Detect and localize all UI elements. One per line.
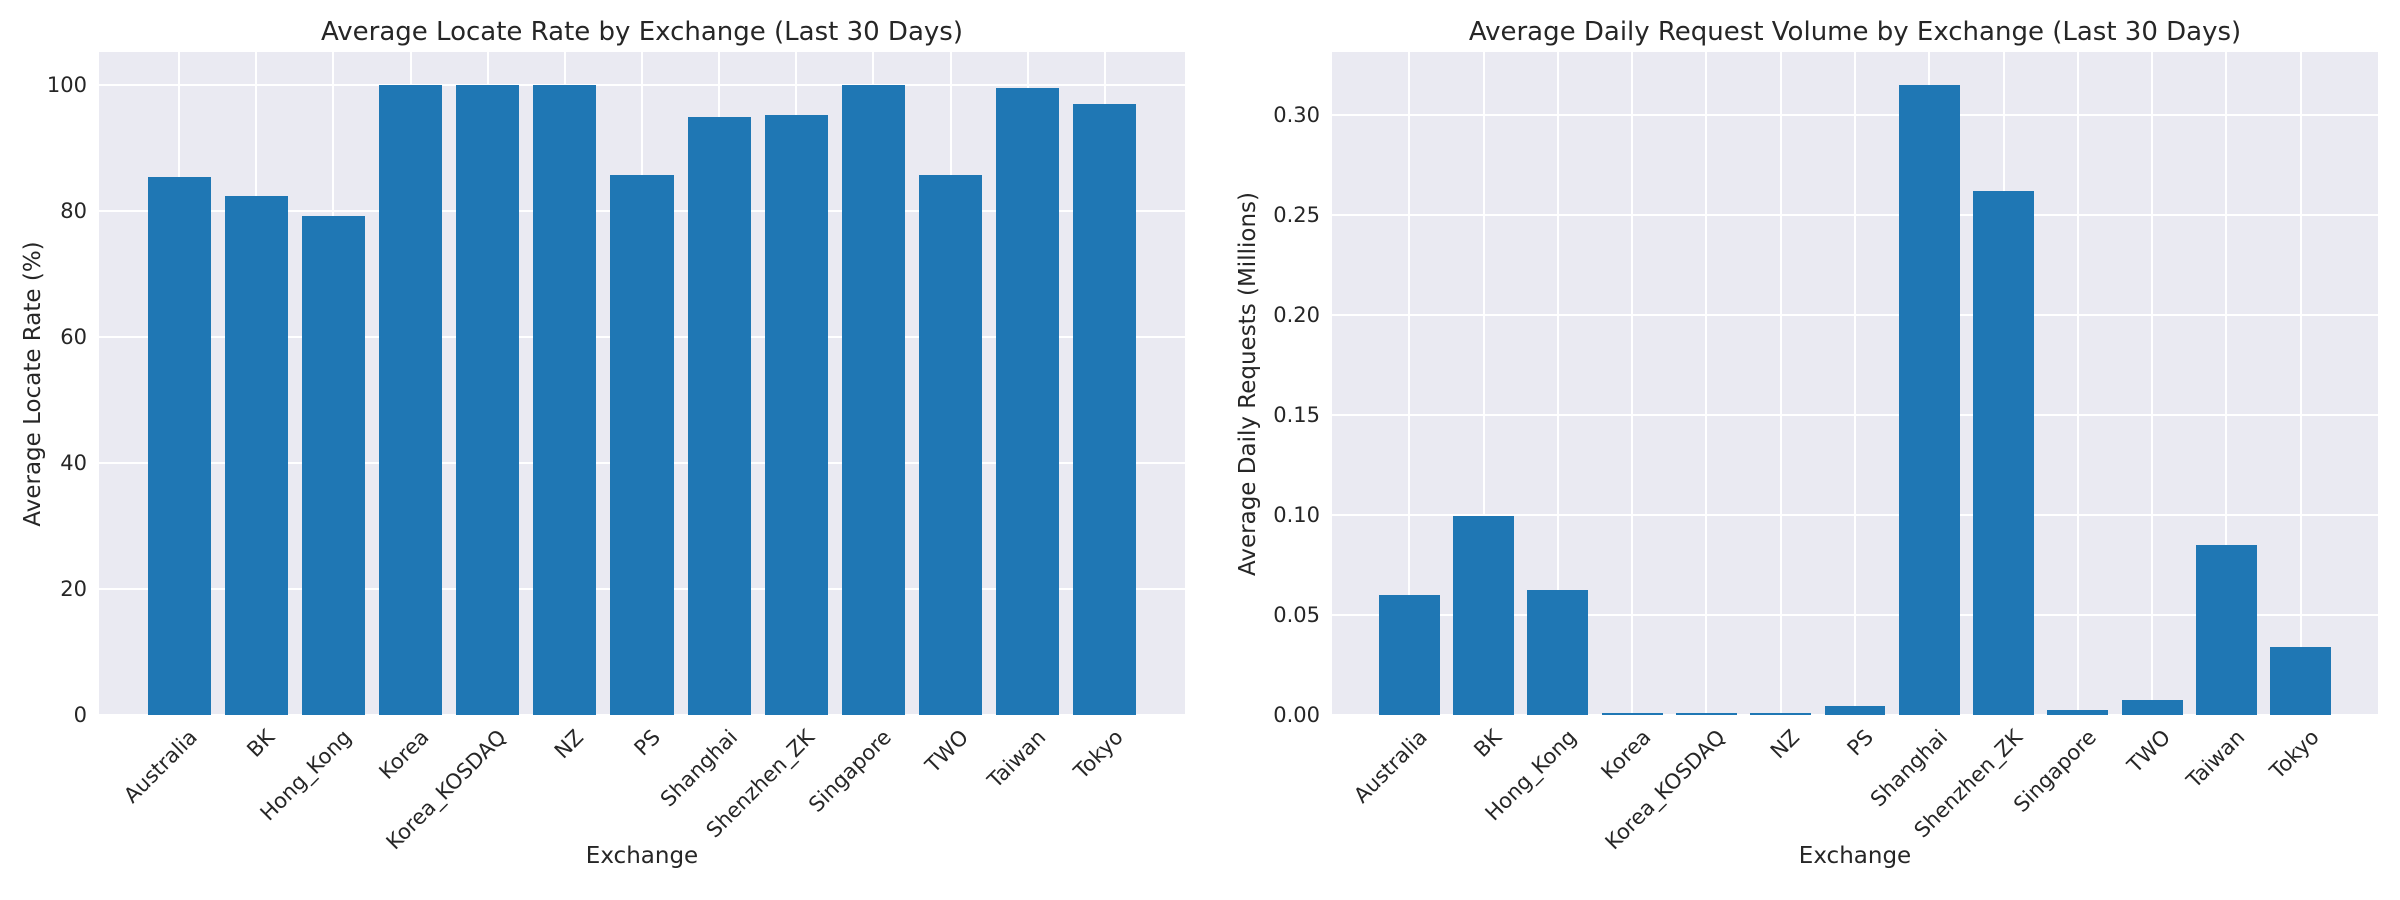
gridline-h (1332, 414, 2378, 416)
bar-BK (224, 195, 288, 715)
bar-Tokyo (2270, 647, 2332, 715)
y-tick-label: 0.15 (1273, 403, 1320, 427)
bar-Australia (1378, 595, 1440, 715)
gridline-v (1482, 52, 1485, 715)
bar-Korea (1601, 712, 1663, 715)
x-tick-label: BK (1469, 725, 1507, 762)
bar-Shanghai (1898, 85, 1960, 715)
gridline-v (2299, 52, 2302, 715)
y-axis-label: Average Daily Requests (Millions) (1235, 191, 1261, 576)
bar-Singapore (841, 85, 905, 715)
x-tick-label: Tokyo (2265, 725, 2324, 784)
gridline-v (1779, 52, 1782, 715)
y-tick-label: 100 (46, 73, 87, 98)
x-tick-label: NZ (1765, 725, 1804, 764)
gridline-v (2151, 52, 2154, 715)
y-axis-label: Average Locate Rate (%) (20, 240, 46, 527)
x-tick-label: Australia (119, 725, 203, 808)
gridline-h (1332, 714, 2378, 716)
bar-Singapore (2047, 710, 2109, 715)
x-tick-label: NZ (549, 725, 588, 764)
gridline-v (2076, 52, 2079, 715)
x-tick-label: Korea (1596, 725, 1656, 785)
y-tick-label: 0.30 (1273, 103, 1320, 127)
x-tick-label: Taiwan (2181, 725, 2250, 793)
gridline-v (1631, 52, 1634, 715)
gridline-h (99, 714, 1185, 716)
x-tick-label: Korea (374, 725, 434, 785)
x-tick-label: TWO (2122, 725, 2176, 778)
bar-NZ (533, 85, 597, 715)
bar-TWO (918, 175, 983, 715)
x-axis-label: Exchange (585, 843, 699, 869)
chart-title: Average Locate Rate by Exchange (Last 30… (321, 17, 963, 47)
x-tick-label: PS (1842, 725, 1878, 761)
y-tick-label: 0.20 (1273, 303, 1320, 327)
x-tick-label: BK (242, 725, 280, 762)
y-tick-label: 0 (73, 703, 87, 727)
bar-Taiwan (996, 87, 1060, 715)
gridline-v (1408, 52, 1411, 715)
bar-Australia (147, 176, 211, 715)
bar-Hong_Kong (301, 216, 366, 715)
x-axis-label: Exchange (1798, 843, 1912, 869)
y-tick-label: 60 (60, 325, 87, 350)
y-tick-label: 0.00 (1273, 703, 1320, 727)
gridline-h (1332, 514, 2378, 516)
bar-PS (1824, 706, 1886, 715)
bar-NZ (1750, 713, 1812, 715)
x-tick-label: Tokyo (1069, 725, 1128, 784)
gridline-v (1854, 52, 1856, 715)
x-tick-label: TWO (921, 725, 974, 778)
bar-Shanghai (687, 116, 751, 715)
gridline-v (1705, 52, 1708, 715)
bar-Taiwan (2195, 545, 2257, 715)
x-tick-label: PS (629, 725, 665, 761)
bar-Hong_Kong (1527, 590, 1589, 715)
bar-TWO (2121, 700, 2183, 715)
gridline-v (2225, 52, 2228, 715)
gridline-v (1556, 52, 1559, 715)
bar-Korea (378, 85, 443, 715)
y-tick-label: 20 (60, 577, 87, 602)
y-tick-label: 40 (60, 451, 87, 476)
bar-PS (610, 175, 674, 715)
y-tick-label: 0.05 (1273, 603, 1320, 627)
gridline-h (1332, 614, 2378, 616)
bar-Korea_KOSDAQ (456, 85, 520, 715)
y-tick-label: 0.25 (1273, 203, 1320, 227)
plot-area (99, 52, 1185, 716)
bar-Shenzhen_ZK (1973, 191, 2035, 715)
bar-Korea_KOSDAQ (1675, 713, 1737, 715)
bar-BK (1453, 516, 1514, 715)
gridline-h (1332, 114, 2378, 116)
bar-Tokyo (1073, 103, 1137, 715)
gridline-h (1332, 214, 2378, 216)
y-tick-label: 80 (60, 199, 87, 224)
x-tick-label: Australia (1349, 725, 1433, 808)
x-tick-label: Singapore (804, 725, 897, 817)
y-tick-label: 0.10 (1273, 503, 1320, 527)
bar-Shenzhen_ZK (764, 114, 828, 715)
gridline-h (99, 84, 1185, 87)
gridline-h (1332, 314, 2378, 316)
chart-title: Average Daily Request Volume by Exchange… (1468, 17, 2242, 47)
plot-area (1332, 52, 2378, 716)
x-tick-label: Taiwan (983, 725, 1051, 793)
